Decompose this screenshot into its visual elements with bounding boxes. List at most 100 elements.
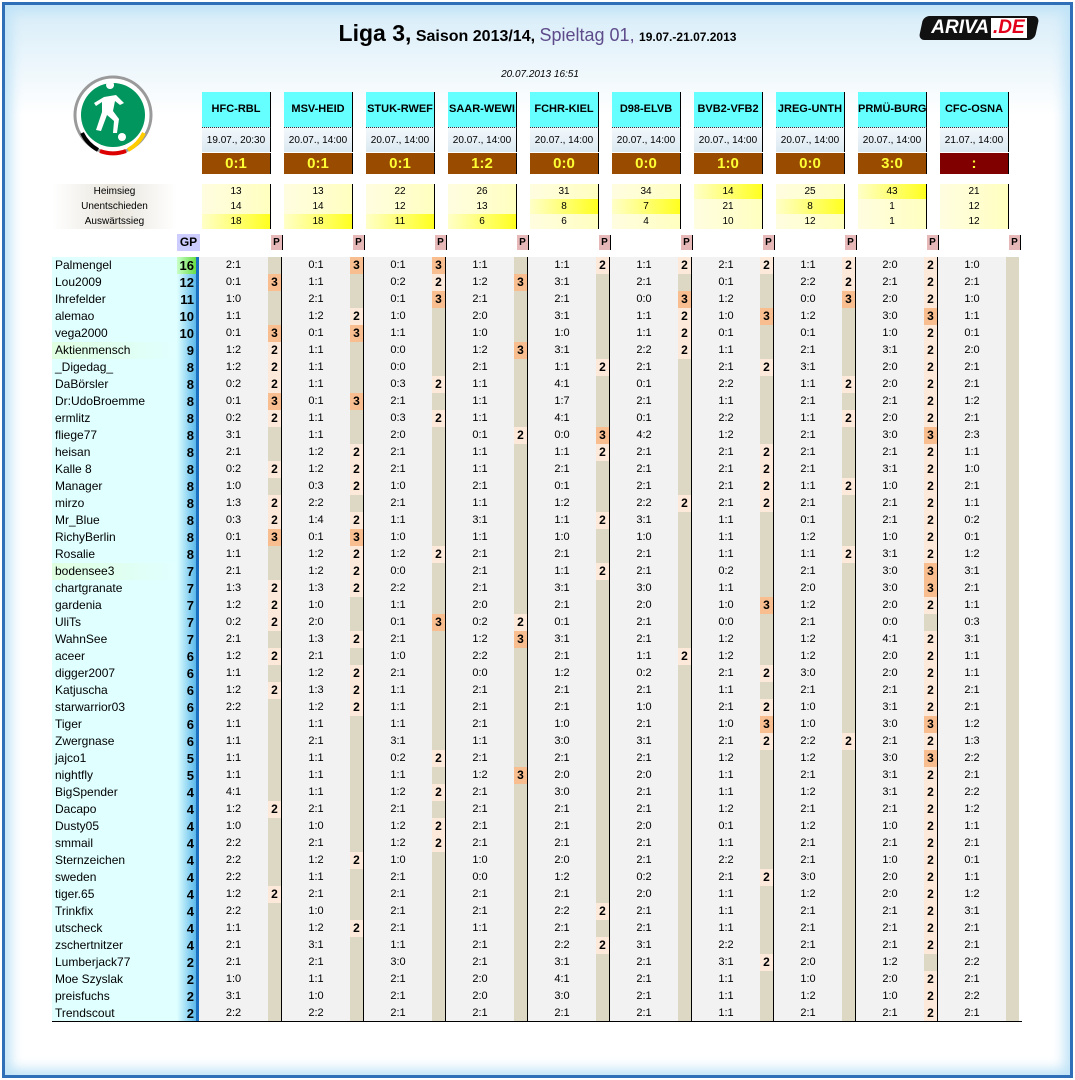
player-name[interactable]: Zwergnase — [52, 733, 177, 750]
match-teams[interactable]: CFC-OSNA — [940, 92, 1009, 127]
tip-cell: 2:1 — [773, 835, 842, 852]
match-teams[interactable]: D98-ELVB — [612, 92, 681, 127]
player-name[interactable]: Dusty05 — [52, 818, 177, 835]
player-name[interactable]: Lumberjack77 — [52, 954, 177, 971]
player-name[interactable]: UliTs — [52, 614, 177, 631]
total-points: 6 — [177, 699, 199, 716]
points-column-header[interactable]: P — [681, 235, 693, 250]
tip-cell: 0:3 — [937, 614, 1006, 631]
points-cell: 3 — [514, 767, 527, 784]
total-points: 8 — [177, 546, 199, 563]
points-column-header[interactable]: P — [845, 235, 857, 250]
match-teams[interactable]: JREG-UNTH — [776, 92, 845, 127]
tip-cell: 2:1 — [691, 869, 760, 886]
tip-cell: 1:2 — [773, 308, 842, 325]
player-name[interactable]: Tiger — [52, 716, 177, 733]
tip-cell: 1:0 — [855, 818, 924, 835]
player-name[interactable]: zschertnitzer — [52, 937, 177, 954]
match-teams[interactable]: HFC-RBL — [202, 92, 271, 127]
player-name[interactable]: preisfuchs — [52, 988, 177, 1005]
player-name[interactable]: digger2007 — [52, 665, 177, 682]
player-name[interactable]: Katjuscha — [52, 682, 177, 699]
match-teams[interactable]: MSV-HEID — [284, 92, 353, 127]
player-name[interactable]: alemao — [52, 308, 177, 325]
tip-cell: 0:2 — [199, 461, 268, 478]
table-row: preisfuchs 2 3:1 1:0 2:1 2:0 3:0 2:1 1:1 1:2 1:0 2 2… — [52, 988, 1019, 1005]
player-name[interactable]: Trinkfix — [52, 903, 177, 920]
match-teams[interactable]: SAAR-WEWI — [448, 92, 517, 127]
page-title: Liga 3, Saison 2013/14, Spieltag 01, 19.… — [0, 20, 1075, 47]
table-row: RichyBerlin 8 0:1 3 0:1 3 1:0 1:1 1:0 1:0 1:1 1:2 1:… — [52, 529, 1019, 546]
player-name[interactable]: tiger.65 — [52, 886, 177, 903]
match-teams[interactable]: FCHR-KIEL — [530, 92, 599, 127]
match-teams[interactable]: STUK-RWEF — [366, 92, 435, 127]
match-teams[interactable]: PRMÜ-BURG — [858, 92, 927, 127]
player-name[interactable]: DaBörsler — [52, 376, 177, 393]
player-name[interactable]: Aktienmensch — [52, 342, 177, 359]
points-column-header[interactable]: P — [353, 235, 365, 250]
player-name[interactable]: Kalle 8 — [52, 461, 177, 478]
tip-cell: 1:2 — [773, 818, 842, 835]
points-cell — [514, 988, 527, 1005]
points-column-header[interactable]: P — [1009, 235, 1021, 250]
player-name[interactable]: Sternzeichen — [52, 852, 177, 869]
player-name[interactable]: Palmengel — [52, 257, 177, 274]
player-name[interactable]: gardenia — [52, 597, 177, 614]
points-column-header[interactable]: P — [271, 235, 283, 250]
points-cell — [596, 682, 609, 699]
points-cell — [514, 920, 527, 937]
player-name[interactable]: utscheck — [52, 920, 177, 937]
player-name[interactable]: jajco1 — [52, 750, 177, 767]
player-name[interactable]: Rosalie — [52, 546, 177, 563]
tip-cell: 0:0 — [363, 359, 432, 376]
points-cell: 3 — [514, 274, 527, 291]
player-name[interactable]: ermlitz — [52, 410, 177, 427]
tip-cell: 2:1 — [527, 1005, 596, 1022]
points-column-header[interactable]: P — [517, 235, 529, 250]
player-name[interactable]: RichyBerlin — [52, 529, 177, 546]
player-name[interactable]: sweden — [52, 869, 177, 886]
points-cell — [596, 920, 609, 937]
ariva-logo[interactable]: ARIVA .DE — [921, 16, 1037, 40]
player-name[interactable]: starwarrior03 — [52, 699, 177, 716]
tip-cell: 1:2 — [199, 597, 268, 614]
points-column-header[interactable]: P — [927, 235, 939, 250]
match-teams[interactable]: BVB2-VFB2 — [694, 92, 763, 127]
table-row: Moe Szyslak 2 1:0 1:1 2:1 2:0 4:1 2:1 1:1 1:0 2:0 2… — [52, 971, 1019, 988]
player-name[interactable]: smmail — [52, 835, 177, 852]
tip-cell: 1:0 — [527, 716, 596, 733]
player-name[interactable]: Mr_Blue — [52, 512, 177, 529]
player-name[interactable]: WahnSee — [52, 631, 177, 648]
player-name[interactable]: Lou2009 — [52, 274, 177, 291]
player-name[interactable]: Dr:UdoBroemme — [52, 393, 177, 410]
player-name[interactable]: Moe Szyslak — [52, 971, 177, 988]
tip-cell: 3:1 — [855, 784, 924, 801]
player-name[interactable]: Manager — [52, 478, 177, 495]
gp-column-header[interactable]: GP — [177, 234, 200, 251]
player-name[interactable]: bodensee3 — [52, 563, 177, 580]
tip-cell: 2:1 — [363, 495, 432, 512]
player-name[interactable]: Ihrefelder — [52, 291, 177, 308]
points-cell — [760, 767, 773, 784]
table-row: BigSpender 4 4:1 1:1 1:2 2 2:1 3:0 2:1 1:1 1:2 3:1 2… — [52, 784, 1019, 801]
player-name[interactable]: mirzo — [52, 495, 177, 512]
player-name[interactable]: Trendscout — [52, 1005, 177, 1022]
player-name[interactable]: chartgranate — [52, 580, 177, 597]
player-name[interactable]: _Digedag_ — [52, 359, 177, 376]
player-name[interactable]: vega2000 — [52, 325, 177, 342]
points-cell — [514, 750, 527, 767]
table-row: Katjuscha 6 1:2 2 1:3 2 1:1 2:1 2:1 2:1 1:1 2:1 2:1 2… — [52, 682, 1019, 699]
title-matchday: Spieltag 01, — [539, 25, 635, 45]
points-column-header[interactable]: P — [763, 235, 775, 250]
player-name[interactable]: BigSpender — [52, 784, 177, 801]
match-result: 0:1 — [284, 153, 353, 174]
player-name[interactable]: heisan — [52, 444, 177, 461]
player-name[interactable]: fliege77 — [52, 427, 177, 444]
table-row: chartgranate 7 1:3 2 1:3 2 2:2 2:1 3:1 3:0 1:1 2:0 3… — [52, 580, 1019, 597]
points-column-header[interactable]: P — [599, 235, 611, 250]
player-name[interactable]: nightfly — [52, 767, 177, 784]
points-column-header[interactable]: P — [435, 235, 447, 250]
tip-cell: 2:1 — [199, 954, 268, 971]
player-name[interactable]: aceer — [52, 648, 177, 665]
player-name[interactable]: Dacapo — [52, 801, 177, 818]
